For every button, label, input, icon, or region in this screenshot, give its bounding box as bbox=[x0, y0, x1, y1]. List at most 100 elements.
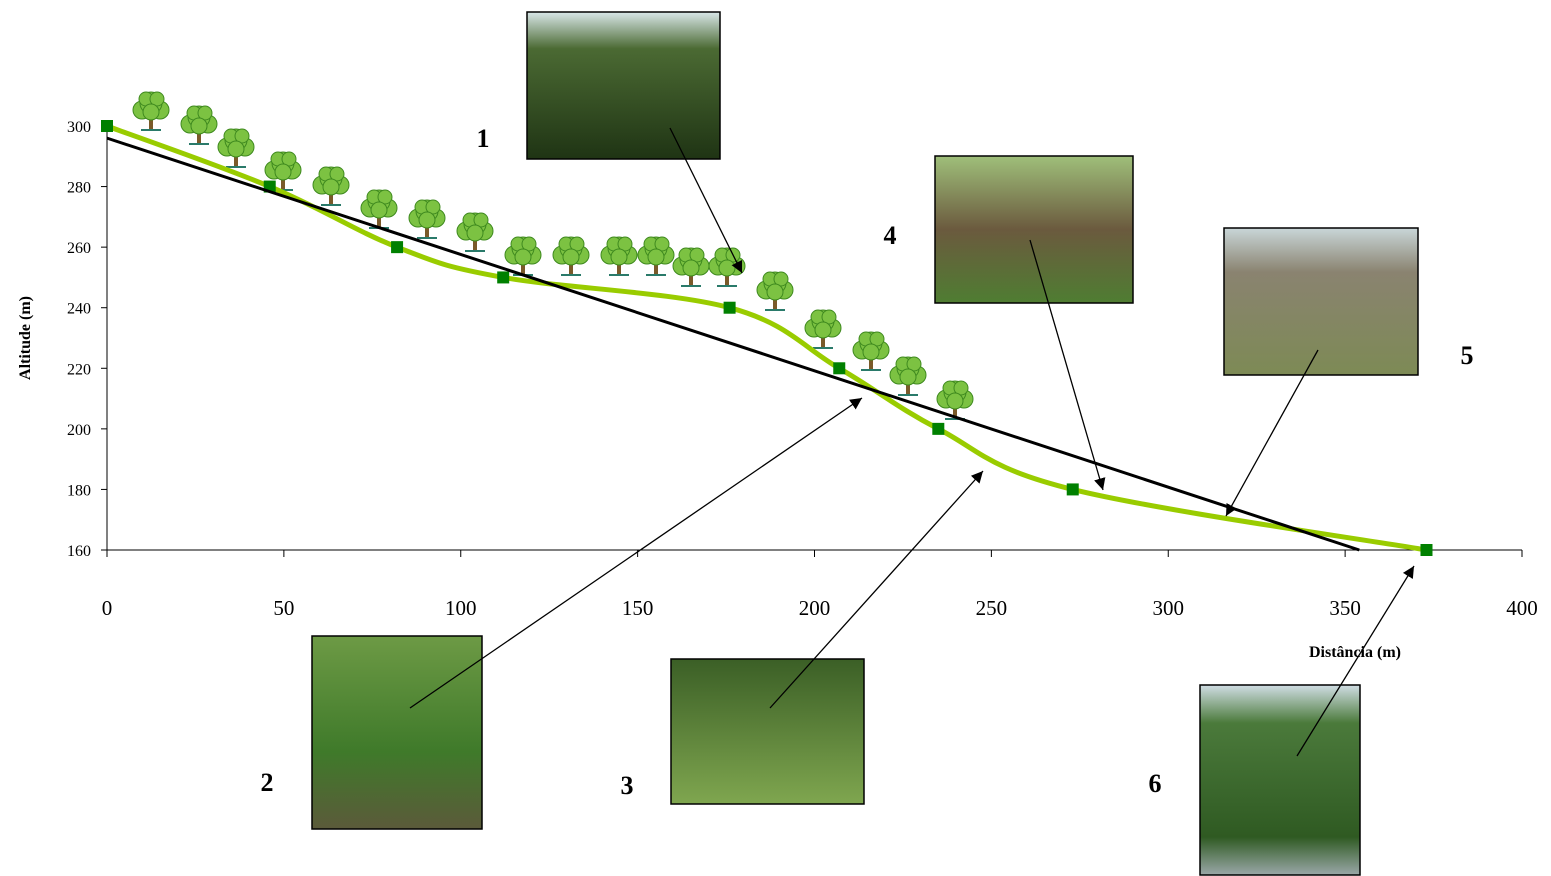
tree-trunk bbox=[473, 233, 477, 251]
arrow bbox=[769, 470, 984, 709]
tree-trunk bbox=[869, 352, 873, 370]
tree bbox=[456, 212, 494, 252]
tree-trunk bbox=[377, 210, 381, 228]
x-tick-label: 50 bbox=[273, 596, 294, 620]
y-tick-label: 220 bbox=[67, 361, 91, 378]
photo bbox=[934, 155, 1134, 304]
marker bbox=[497, 271, 510, 284]
tree-trunk bbox=[569, 257, 573, 275]
tree-canopy bbox=[142, 103, 160, 121]
x-tick-label: 200 bbox=[799, 596, 831, 620]
tree-trunk bbox=[953, 401, 957, 419]
tree-canopy bbox=[190, 117, 208, 135]
arrow bbox=[409, 397, 863, 709]
tree-canopy bbox=[274, 163, 292, 181]
tree bbox=[217, 128, 255, 168]
tree-canopy bbox=[227, 140, 245, 158]
photo-label: 1 bbox=[477, 124, 490, 153]
photo-label: 2 bbox=[261, 768, 274, 797]
photo-label: 5 bbox=[1461, 341, 1474, 370]
marker bbox=[723, 301, 736, 314]
marker bbox=[833, 362, 846, 375]
y-axis-title: Altitude (m) bbox=[17, 296, 34, 380]
x-tick-label: 100 bbox=[445, 596, 477, 620]
photo bbox=[311, 635, 483, 830]
marker bbox=[101, 120, 113, 132]
tree-trunk bbox=[773, 292, 777, 310]
marker bbox=[391, 241, 404, 254]
y-tick-label: 160 bbox=[67, 543, 91, 560]
tree bbox=[804, 309, 842, 349]
y-tick-label: 240 bbox=[67, 301, 91, 318]
arrow bbox=[1029, 239, 1106, 491]
tree bbox=[672, 247, 710, 287]
tree-canopy bbox=[814, 321, 832, 339]
tree bbox=[408, 199, 446, 239]
marker bbox=[932, 422, 945, 435]
y-tick-label: 180 bbox=[67, 482, 91, 499]
arrow bbox=[669, 127, 743, 274]
tree-trunk bbox=[689, 268, 693, 286]
tree-trunk bbox=[425, 220, 429, 238]
y-tick-label: 260 bbox=[67, 240, 91, 257]
tree-trunk bbox=[821, 330, 825, 348]
tree bbox=[360, 189, 398, 229]
tree-canopy bbox=[370, 201, 388, 219]
tree-trunk bbox=[617, 257, 621, 275]
tree bbox=[600, 236, 638, 276]
tree-canopy bbox=[899, 368, 917, 386]
tree bbox=[180, 105, 218, 145]
tree bbox=[312, 166, 350, 206]
tree-canopy bbox=[862, 343, 880, 361]
tree-canopy bbox=[610, 248, 628, 266]
x-tick-label: 250 bbox=[976, 596, 1008, 620]
photo bbox=[526, 11, 721, 160]
tree-canopy bbox=[682, 259, 700, 277]
tree bbox=[936, 380, 974, 420]
y-tick-label: 200 bbox=[67, 422, 91, 439]
photo-label: 4 bbox=[884, 221, 897, 250]
photo bbox=[670, 658, 865, 805]
tree-trunk bbox=[725, 268, 729, 286]
tree bbox=[264, 151, 302, 191]
tree bbox=[552, 236, 590, 276]
tree-canopy bbox=[718, 259, 736, 277]
tree bbox=[132, 91, 170, 131]
photo bbox=[1199, 684, 1361, 876]
photos bbox=[311, 11, 1419, 876]
x-tick-label: 400 bbox=[1506, 596, 1538, 620]
x-tick-label: 300 bbox=[1153, 596, 1185, 620]
tree-trunk bbox=[329, 187, 333, 205]
tree-canopy bbox=[766, 283, 784, 301]
tree-canopy bbox=[647, 248, 665, 266]
tree-trunk bbox=[521, 257, 525, 275]
tree bbox=[756, 271, 794, 311]
y-tick-label: 300 bbox=[67, 119, 91, 136]
tree bbox=[889, 356, 927, 396]
tree bbox=[637, 236, 675, 276]
trend-line bbox=[106, 136, 1360, 552]
tree-trunk bbox=[654, 257, 658, 275]
arrow bbox=[1296, 565, 1415, 757]
x-tick-label: 0 bbox=[102, 596, 113, 620]
photo-label: 3 bbox=[621, 771, 634, 800]
tree bbox=[504, 236, 542, 276]
tree-trunk bbox=[149, 112, 153, 130]
x-tick-label: 150 bbox=[622, 596, 654, 620]
arrow bbox=[1225, 349, 1319, 517]
tree-canopy bbox=[322, 178, 340, 196]
tree-canopy bbox=[562, 248, 580, 266]
tree-trunk bbox=[906, 377, 910, 395]
photo bbox=[1223, 227, 1419, 376]
tree-canopy bbox=[514, 248, 532, 266]
y-tick-label: 280 bbox=[67, 180, 91, 197]
x-axis-title: Distância (m) bbox=[1309, 644, 1401, 661]
tree-trunk bbox=[234, 149, 238, 167]
tree-canopy bbox=[466, 224, 484, 242]
marker bbox=[1066, 483, 1079, 496]
tree-trunk bbox=[281, 172, 285, 190]
tree bbox=[852, 331, 890, 371]
tree-trunk bbox=[197, 126, 201, 144]
